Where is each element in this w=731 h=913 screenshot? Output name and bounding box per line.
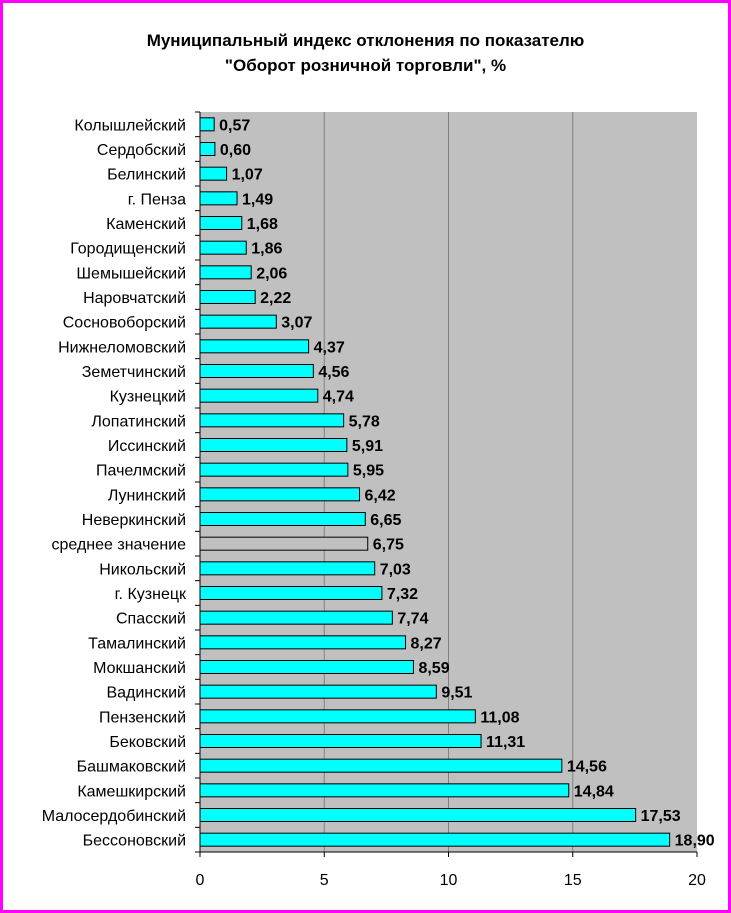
value-label: 11,31 xyxy=(486,734,525,751)
bar xyxy=(199,586,383,600)
category-label: Сосновоборский xyxy=(63,315,186,332)
category-label: Кузнецкий xyxy=(110,389,186,406)
category-label: Лопатинский xyxy=(91,413,186,430)
bar xyxy=(199,413,345,428)
value-label: 1,86 xyxy=(251,241,282,258)
value-label: 14,84 xyxy=(574,783,614,800)
bar xyxy=(199,832,671,847)
category-label: Сердобский xyxy=(97,142,186,159)
value-label: 14,56 xyxy=(567,759,607,776)
value-label: 7,74 xyxy=(397,611,428,628)
value-label: 1,07 xyxy=(232,167,263,184)
bar xyxy=(199,635,407,650)
bar xyxy=(199,808,637,822)
bar xyxy=(199,388,319,403)
x-tick-label: 5 xyxy=(320,872,329,889)
category-label: Каменский xyxy=(106,216,186,233)
value-label: 4,56 xyxy=(318,364,349,381)
x-tick-label: 15 xyxy=(564,872,582,889)
value-label: 18,90 xyxy=(675,833,715,850)
bar xyxy=(199,191,238,206)
bar xyxy=(199,339,310,354)
value-label: 2,22 xyxy=(260,290,291,307)
value-label: 11,08 xyxy=(480,709,519,726)
bar xyxy=(199,364,314,378)
bar xyxy=(199,758,563,773)
value-label: 6,42 xyxy=(365,487,396,504)
category-label: Пензенский xyxy=(99,709,186,726)
bar xyxy=(199,240,247,255)
category-label: г. Пенза xyxy=(128,191,186,208)
bar xyxy=(199,512,366,526)
bar xyxy=(199,709,476,724)
bar xyxy=(199,536,369,551)
category-label: Малосердобинский xyxy=(42,808,186,825)
category-label: Бековский xyxy=(109,734,186,751)
value-label: 8,59 xyxy=(418,660,449,677)
value-label: 0,60 xyxy=(220,142,251,159)
bar xyxy=(199,290,256,304)
category-label: Земетчинский xyxy=(82,364,186,381)
bar xyxy=(199,610,393,625)
category-label: Спасский xyxy=(116,611,186,628)
category-label: Наровчатский xyxy=(83,290,186,307)
value-label: 5,91 xyxy=(352,438,383,455)
bar xyxy=(199,265,252,280)
bar xyxy=(199,561,376,576)
value-label: 17,53 xyxy=(641,808,681,825)
category-label: среднее значение xyxy=(52,537,187,554)
bar xyxy=(199,487,361,502)
bar xyxy=(199,166,228,181)
value-label: 4,37 xyxy=(314,339,345,356)
category-label: Лунинский xyxy=(108,487,186,504)
value-label: 1,49 xyxy=(242,191,273,208)
category-label: Городищенский xyxy=(70,241,186,258)
category-label: Иссинский xyxy=(108,438,186,455)
category-label: Белинский xyxy=(107,167,186,184)
value-label: 0,57 xyxy=(219,117,250,134)
bar xyxy=(199,462,349,477)
category-label: Неверкинский xyxy=(82,512,186,529)
category-label: г. Кузнецк xyxy=(115,586,187,603)
chart-title-line2: "Оборот розничной торговли", % xyxy=(224,56,507,75)
value-label: 9,51 xyxy=(441,685,472,702)
value-label: 2,06 xyxy=(256,265,287,282)
value-label: 3,07 xyxy=(281,315,312,332)
bar xyxy=(199,684,437,699)
value-label: 6,65 xyxy=(370,512,401,529)
category-label: Бессоновский xyxy=(83,833,186,850)
category-label: Вадинский xyxy=(106,685,186,702)
chart-title-line1: Муниципальный индекс отклонения по показ… xyxy=(146,31,585,50)
value-label: 7,03 xyxy=(380,561,411,578)
value-label: 4,74 xyxy=(323,389,354,406)
bar xyxy=(199,734,482,748)
bar xyxy=(199,216,243,230)
category-label: Башмаковский xyxy=(77,759,186,776)
value-label: 8,27 xyxy=(411,635,442,652)
category-label: Шемышейский xyxy=(76,265,186,282)
x-tick-label: 10 xyxy=(440,872,458,889)
bar xyxy=(199,314,277,329)
bar xyxy=(199,783,570,798)
category-label: Тамалинский xyxy=(88,635,186,652)
category-label: Колышлейский xyxy=(74,117,186,134)
category-label: Нижнеломовский xyxy=(58,339,186,356)
category-label: Никольский xyxy=(99,561,186,578)
value-label: 1,68 xyxy=(247,216,278,233)
category-label: Пачелмский xyxy=(96,463,186,480)
x-tick-label: 0 xyxy=(196,872,205,889)
bar xyxy=(199,142,216,156)
category-label: Камешкирский xyxy=(77,783,186,800)
value-label: 5,78 xyxy=(349,413,380,430)
bar xyxy=(199,660,414,674)
value-label: 7,32 xyxy=(387,586,418,603)
bar xyxy=(199,438,348,452)
category-label: Мокшанский xyxy=(93,660,186,677)
value-label: 5,95 xyxy=(353,463,384,480)
x-tick-label: 20 xyxy=(688,872,706,889)
value-label: 6,75 xyxy=(373,537,404,554)
bar xyxy=(199,117,215,132)
